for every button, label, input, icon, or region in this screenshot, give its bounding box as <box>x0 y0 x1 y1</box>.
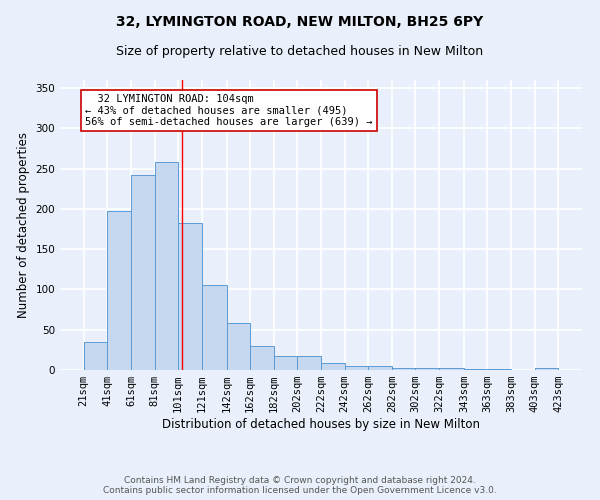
Bar <box>178 224 202 370</box>
Y-axis label: Number of detached properties: Number of detached properties <box>17 132 30 318</box>
Bar <box>250 346 274 370</box>
X-axis label: Distribution of detached houses by size in New Milton: Distribution of detached houses by size … <box>162 418 480 431</box>
Text: Contains HM Land Registry data © Crown copyright and database right 2024.
Contai: Contains HM Land Registry data © Crown c… <box>103 476 497 495</box>
Bar <box>321 363 344 370</box>
Bar <box>274 356 298 370</box>
Text: Size of property relative to detached houses in New Milton: Size of property relative to detached ho… <box>116 45 484 58</box>
Text: 32 LYMINGTON ROAD: 104sqm
← 43% of detached houses are smaller (495)
56% of semi: 32 LYMINGTON ROAD: 104sqm ← 43% of detac… <box>85 94 373 127</box>
Bar <box>227 324 250 370</box>
Bar <box>344 366 368 370</box>
Bar <box>84 342 107 370</box>
Bar <box>368 366 392 370</box>
Bar <box>107 212 131 370</box>
Bar <box>155 162 178 370</box>
Bar <box>298 356 321 370</box>
Bar <box>131 175 155 370</box>
Bar <box>415 368 439 370</box>
Bar <box>439 368 464 370</box>
Bar <box>202 286 227 370</box>
Bar <box>535 368 558 370</box>
Bar <box>392 368 415 370</box>
Bar <box>487 369 511 370</box>
Bar <box>464 369 487 370</box>
Text: 32, LYMINGTON ROAD, NEW MILTON, BH25 6PY: 32, LYMINGTON ROAD, NEW MILTON, BH25 6PY <box>116 15 484 29</box>
